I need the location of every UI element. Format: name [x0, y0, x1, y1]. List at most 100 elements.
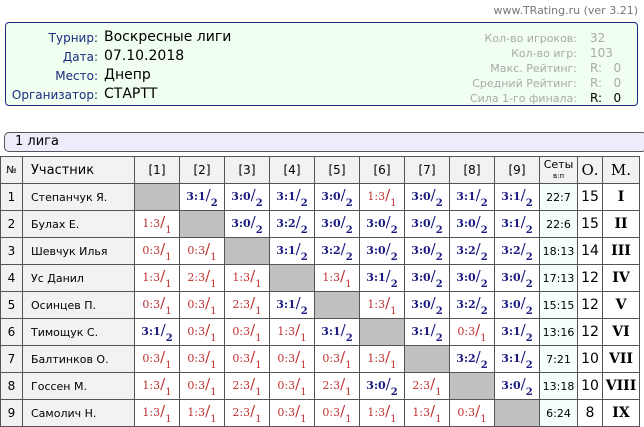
- match-result[interactable]: 0:3/1: [269, 399, 315, 427]
- match-result[interactable]: 3:2/2: [449, 345, 495, 373]
- match-result[interactable]: 3:2/2: [449, 237, 495, 265]
- match-result[interactable]: 3:1/2: [494, 345, 540, 373]
- match-result[interactable]: 1:3/1: [134, 399, 180, 427]
- match-result[interactable]: 3:0/2: [314, 183, 360, 211]
- match-result[interactable]: 3:1/2: [404, 318, 450, 346]
- match-result[interactable]: 3:0/2: [494, 372, 540, 400]
- match-result[interactable]: 3:1/2: [314, 318, 360, 346]
- match-result[interactable]: 3:1/2: [269, 237, 315, 265]
- match-result[interactable]: 3:0/2: [404, 210, 450, 238]
- match-result[interactable]: 1:3/1: [359, 399, 405, 427]
- match-result[interactable]: 1:3/1: [134, 210, 180, 238]
- participant-name[interactable]: Тимощук С.: [22, 318, 135, 346]
- match-points: 1: [255, 305, 262, 317]
- match-result[interactable]: 3:0/2: [359, 237, 405, 265]
- match-result[interactable]: 0:3/1: [269, 372, 315, 400]
- match-result[interactable]: 3:0/2: [404, 183, 450, 211]
- participant-name[interactable]: Госсен М.: [22, 372, 135, 400]
- match-result[interactable]: 3:1/2: [359, 264, 405, 292]
- match-result[interactable]: 0:3/1: [179, 372, 225, 400]
- match-result[interactable]: 3:1/2: [269, 183, 315, 211]
- match-result[interactable]: 3:2/2: [449, 291, 495, 319]
- match-result[interactable]: 3:1/2: [134, 318, 180, 346]
- separator: /: [430, 320, 436, 339]
- participant-name[interactable]: Самолич Н.: [22, 399, 135, 427]
- match-result[interactable]: 0:3/1: [179, 318, 225, 346]
- participant-name[interactable]: Ус Данил: [22, 264, 135, 292]
- match-result[interactable]: 2:3/1: [314, 372, 360, 400]
- participant-name[interactable]: Осинцев П.: [22, 291, 135, 319]
- match-result[interactable]: 0:3/1: [134, 237, 180, 265]
- match-result[interactable]: 0:3/1: [224, 318, 270, 346]
- match-result[interactable]: 1:3/1: [134, 264, 180, 292]
- match-result[interactable]: 0:3/1: [134, 345, 180, 373]
- match-result[interactable]: 3:0/2: [449, 210, 495, 238]
- match-result[interactable]: 3:0/2: [449, 264, 495, 292]
- participant-name[interactable]: Балтинков О.: [22, 345, 135, 373]
- match-result[interactable]: 2:3/1: [224, 291, 270, 319]
- match-result[interactable]: 3:1/2: [494, 318, 540, 346]
- match-result[interactable]: 1:3/1: [314, 264, 360, 292]
- match-result[interactable]: 0:3/1: [224, 345, 270, 373]
- match-points: 2: [480, 305, 488, 317]
- match-points: 2: [435, 251, 443, 263]
- match-result[interactable]: 0:3/1: [179, 237, 225, 265]
- match-points: 1: [345, 359, 352, 371]
- match-result[interactable]: 0:3/1: [314, 345, 360, 373]
- match-points: 1: [345, 278, 352, 290]
- match-result[interactable]: 3:0/2: [359, 372, 405, 400]
- match-result[interactable]: 3:0/2: [494, 291, 540, 319]
- match-result[interactable]: 2:3/1: [224, 372, 270, 400]
- match-result[interactable]: 3:1/2: [449, 183, 495, 211]
- table-row: 1 Степанчук Я. 3:1/2 3:0/2 3:1/2 3:0/2 1:3/1 3:…: [0, 183, 640, 211]
- match-result[interactable]: 3:1/2: [494, 210, 540, 238]
- match-result[interactable]: 1:3/1: [224, 264, 270, 292]
- match-result[interactable]: 3:2/2: [269, 210, 315, 238]
- match-result[interactable]: 3:0/2: [404, 291, 450, 319]
- separator: /: [430, 266, 436, 285]
- match-points: 2: [435, 197, 443, 209]
- match-result[interactable]: 3:0/2: [314, 210, 360, 238]
- match-result[interactable]: 1:3/1: [359, 291, 405, 319]
- match-result[interactable]: 0:3/1: [314, 399, 360, 427]
- col-header-opponent: [4]: [269, 156, 315, 184]
- match-result[interactable]: 3:1/2: [269, 291, 315, 319]
- match-result[interactable]: 3:0/2: [359, 210, 405, 238]
- match-result[interactable]: 3:1/2: [494, 183, 540, 211]
- match-result[interactable]: 0:3/1: [449, 399, 495, 427]
- match-score: 3:2: [321, 243, 341, 257]
- match-result[interactable]: 3:1/2: [179, 183, 225, 211]
- match-result[interactable]: 2:3/1: [404, 372, 450, 400]
- match-result[interactable]: 3:0/2: [494, 264, 540, 292]
- match-result[interactable]: 0:3/1: [134, 291, 180, 319]
- participant-name[interactable]: Шевчук Илья: [22, 237, 135, 265]
- match-result[interactable]: 3:0/2: [404, 237, 450, 265]
- match-result[interactable]: 3:0/2: [224, 183, 270, 211]
- match-result[interactable]: 1:3/1: [269, 318, 315, 346]
- participant-name[interactable]: Булах Е.: [22, 210, 135, 238]
- match-result[interactable]: 0:3/1: [179, 291, 225, 319]
- separator: /: [520, 239, 526, 258]
- match-result[interactable]: 3:2/2: [494, 237, 540, 265]
- separator: /: [385, 347, 391, 366]
- match-result[interactable]: 1:3/1: [359, 345, 405, 373]
- match-result[interactable]: 3:2/2: [314, 237, 360, 265]
- tournament-value: Воскресные лиги: [104, 29, 232, 45]
- version-link[interactable]: www.TRating.ru (ver 3.21): [493, 4, 638, 17]
- separator: /: [340, 212, 346, 231]
- match-result[interactable]: 1:3/1: [134, 372, 180, 400]
- match-result[interactable]: 1:3/1: [359, 183, 405, 211]
- match-points: 2: [300, 197, 308, 209]
- match-result[interactable]: 0:3/1: [269, 345, 315, 373]
- match-result[interactable]: 3:0/2: [224, 210, 270, 238]
- match-result[interactable]: 0:3/1: [449, 318, 495, 346]
- match-result[interactable]: 1:3/1: [179, 399, 225, 427]
- match-points: 2: [255, 197, 263, 209]
- match-result[interactable]: 2:3/1: [179, 264, 225, 292]
- match-result[interactable]: 0:3/1: [179, 345, 225, 373]
- participant-name[interactable]: Степанчук Я.: [22, 183, 135, 211]
- separator: /: [160, 293, 166, 312]
- match-result[interactable]: 2:3/1: [224, 399, 270, 427]
- match-result[interactable]: 1:3/1: [404, 399, 450, 427]
- match-result[interactable]: 3:0/2: [404, 264, 450, 292]
